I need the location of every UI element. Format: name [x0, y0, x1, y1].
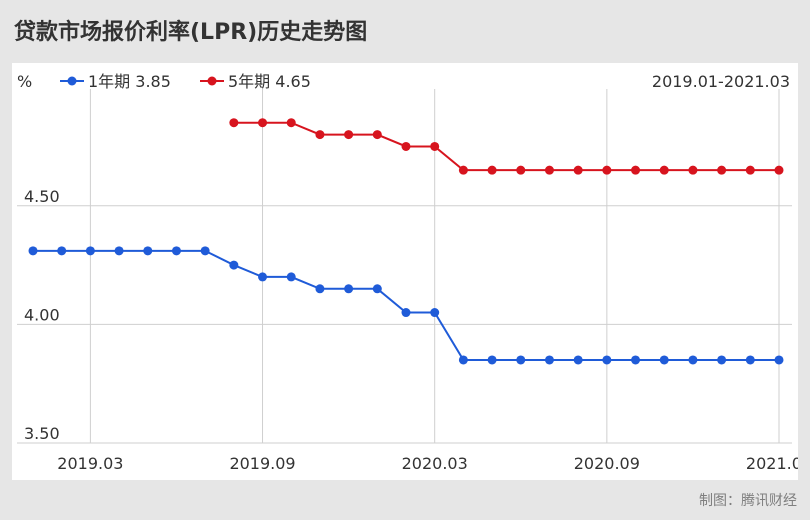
data-point	[516, 355, 526, 365]
data-point	[774, 165, 784, 175]
x-tick-label: 2019.03	[57, 454, 123, 473]
data-point	[688, 355, 698, 365]
series-line	[33, 249, 779, 361]
data-point	[315, 130, 325, 140]
data-point	[229, 118, 239, 128]
data-point	[573, 355, 583, 365]
data-point	[516, 165, 526, 175]
data-point	[401, 308, 411, 318]
legend-marker	[207, 76, 217, 86]
data-point	[258, 272, 268, 282]
data-point	[286, 118, 296, 128]
data-point	[458, 355, 468, 365]
data-point	[171, 246, 181, 256]
x-tick-labels: 2019.03 2019.09 2020.03 2020.09 2021.03	[57, 454, 798, 473]
data-point	[401, 141, 411, 151]
data-point	[774, 355, 784, 365]
x-tick-label: 2020.09	[574, 454, 640, 473]
data-point	[602, 165, 612, 175]
data-point	[114, 246, 124, 256]
data-point	[487, 355, 497, 365]
date-range-label: 2019.01-2021.03	[652, 72, 790, 91]
data-point	[573, 165, 583, 175]
data-point	[85, 246, 95, 256]
legend-item: 1年期 3.85	[60, 72, 171, 91]
legend-label: 1年期 3.85	[88, 72, 171, 91]
unit-label: %	[17, 72, 32, 91]
data-point	[659, 355, 669, 365]
data-point	[717, 355, 727, 365]
data-point	[430, 308, 440, 318]
data-point	[57, 246, 67, 256]
data-point	[286, 272, 296, 282]
series-lines	[28, 118, 784, 365]
data-point	[372, 284, 382, 294]
gridlines	[17, 89, 792, 444]
data-point	[717, 165, 727, 175]
data-point	[602, 355, 612, 365]
data-point	[688, 165, 698, 175]
data-point	[544, 165, 554, 175]
data-point	[631, 165, 641, 175]
x-tick-label: 2021.03	[746, 454, 798, 473]
lpr-line-chart: 3.50 4.00 4.50 2019.03 2019.09 2020.03 2020.0…	[17, 72, 798, 473]
data-point	[28, 246, 38, 256]
data-point	[631, 355, 641, 365]
data-point	[200, 246, 210, 256]
legend-marker	[67, 76, 77, 86]
data-point	[229, 260, 239, 270]
data-point	[487, 165, 497, 175]
y-tick-label: 4.00	[24, 305, 60, 324]
data-point	[372, 130, 382, 140]
x-tick-label: 2019.09	[229, 454, 295, 473]
data-point	[745, 355, 755, 365]
data-point	[315, 284, 325, 294]
data-point	[344, 284, 354, 294]
legend-item: 5年期 4.65	[200, 72, 311, 91]
chart-panel: 3.50 4.00 4.50 2019.03 2019.09 2020.03 2020.0…	[12, 63, 798, 480]
series-1	[28, 246, 784, 365]
data-point	[544, 355, 554, 365]
legend-label: 5年期 4.65	[228, 72, 311, 91]
y-tick-label: 4.50	[24, 187, 60, 206]
data-point	[344, 130, 354, 140]
data-point	[430, 141, 440, 151]
page-title: 贷款市场报价利率(LPR)历史走势图	[14, 20, 368, 45]
series-line	[233, 121, 779, 172]
data-point	[745, 165, 755, 175]
series-2	[229, 118, 784, 175]
legend: % 1年期 3.85 5年期 4.65	[17, 72, 311, 91]
credit-text: 制图：腾讯财经	[699, 493, 797, 509]
x-tick-label: 2020.03	[402, 454, 468, 473]
data-point	[458, 165, 468, 175]
data-point	[659, 165, 669, 175]
y-tick-label: 3.50	[24, 424, 60, 443]
y-tick-labels: 3.50 4.00 4.50	[24, 187, 60, 443]
data-point	[143, 246, 153, 256]
data-point	[258, 118, 268, 128]
